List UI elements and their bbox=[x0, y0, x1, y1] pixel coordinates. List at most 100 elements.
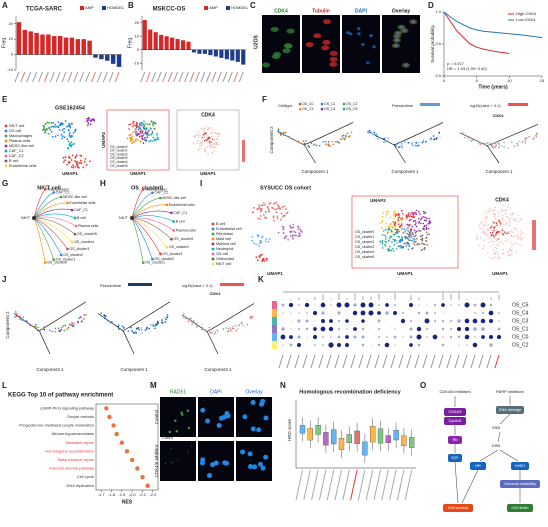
umap-point bbox=[146, 123, 149, 126]
expression-dot bbox=[410, 312, 412, 314]
node-box bbox=[444, 417, 466, 425]
umap-point bbox=[514, 242, 517, 244]
umap-point bbox=[57, 121, 60, 123]
category-label-placeholder bbox=[311, 469, 319, 501]
expression-dot bbox=[417, 343, 421, 347]
umap-point bbox=[509, 217, 511, 220]
category-label: Cell cycle bbox=[77, 474, 95, 479]
umap-point bbox=[265, 238, 268, 241]
cell-point bbox=[383, 141, 385, 144]
cell-point bbox=[249, 317, 252, 320]
edge bbox=[131, 215, 174, 222]
legend-title: log10(value + 0.1) bbox=[470, 104, 501, 108]
expression-dot bbox=[377, 311, 381, 315]
umap-point bbox=[415, 234, 417, 237]
cell-point bbox=[201, 323, 203, 326]
umap-point bbox=[217, 135, 219, 138]
umap-point bbox=[193, 135, 196, 137]
umap-point bbox=[406, 242, 409, 245]
umap-point bbox=[257, 235, 259, 238]
umap-point bbox=[414, 223, 417, 226]
umap-point bbox=[258, 204, 261, 206]
cell-point bbox=[387, 137, 390, 140]
umap-point bbox=[129, 137, 131, 140]
umap-point bbox=[141, 137, 143, 140]
cell-point bbox=[433, 138, 436, 140]
umap-point bbox=[395, 214, 398, 216]
umap-point bbox=[522, 232, 524, 234]
row-label: U2OS bbox=[253, 35, 259, 49]
cell-point bbox=[240, 322, 243, 325]
umap-point bbox=[44, 122, 47, 125]
legend-label: OS_C1 bbox=[324, 102, 336, 106]
cell-point bbox=[367, 132, 369, 134]
node bbox=[165, 245, 169, 249]
expression-dot bbox=[432, 334, 438, 340]
cell-point bbox=[349, 135, 351, 137]
node-label: Cell survival bbox=[448, 506, 469, 510]
cell bbox=[262, 62, 271, 68]
box bbox=[370, 426, 376, 443]
umap-point bbox=[62, 156, 65, 159]
umap-point bbox=[493, 215, 495, 218]
cell-point bbox=[513, 145, 516, 148]
expression-dot bbox=[298, 312, 300, 314]
arrow bbox=[461, 469, 479, 504]
box bbox=[362, 441, 368, 456]
arrow bbox=[499, 449, 519, 462]
node-label: OS_cluster3 bbox=[69, 247, 89, 251]
channel-label: DAPI bbox=[355, 8, 368, 14]
expression-dot bbox=[464, 326, 470, 332]
umap-point bbox=[294, 234, 297, 237]
umap-point bbox=[139, 132, 142, 134]
umap-point bbox=[259, 254, 262, 257]
umap-point bbox=[410, 228, 413, 231]
umap-point bbox=[482, 211, 485, 214]
cell-point bbox=[42, 327, 45, 329]
umap-point bbox=[476, 238, 478, 241]
cell bbox=[313, 33, 322, 39]
expression-dot bbox=[418, 320, 420, 322]
cell-point bbox=[60, 328, 63, 331]
panel-title: Homologous recombination deficiency bbox=[299, 389, 401, 395]
drug-label: CDK4/6 inhibitors bbox=[439, 389, 470, 394]
umap-point bbox=[291, 234, 294, 237]
bar bbox=[224, 49, 229, 60]
category-label-placeholder bbox=[303, 469, 311, 501]
expression-dot bbox=[434, 312, 436, 314]
umap-point bbox=[514, 235, 517, 237]
cell-point bbox=[432, 138, 435, 141]
umap-point bbox=[211, 146, 213, 149]
cell-point bbox=[36, 329, 39, 332]
umap-point bbox=[205, 125, 207, 128]
box bbox=[331, 429, 337, 445]
umap-point bbox=[69, 124, 71, 127]
cell-point bbox=[318, 144, 321, 147]
cell-point bbox=[282, 132, 284, 135]
cell-point bbox=[184, 316, 186, 319]
umap-point bbox=[386, 212, 388, 215]
umap-point bbox=[260, 208, 263, 210]
umap-point bbox=[494, 214, 497, 216]
cell-point bbox=[29, 324, 32, 326]
umap-point bbox=[134, 131, 136, 133]
y-tick-label: 1.0 bbox=[435, 9, 441, 14]
gene-label-placeholder bbox=[286, 354, 292, 369]
umap-point bbox=[211, 143, 213, 146]
expression-dot bbox=[322, 344, 324, 346]
umap-point bbox=[128, 128, 130, 130]
dot bbox=[114, 431, 119, 437]
umap-point bbox=[152, 136, 154, 139]
umap-point bbox=[389, 223, 392, 226]
cell-point bbox=[121, 325, 124, 328]
nucleus bbox=[181, 413, 184, 416]
nucleus bbox=[256, 427, 262, 433]
node-box bbox=[448, 454, 462, 462]
cluster-label: OS_cluster5 bbox=[110, 164, 128, 168]
umap-point bbox=[407, 230, 410, 232]
expression-dot bbox=[441, 319, 445, 323]
umap-point bbox=[46, 121, 49, 124]
expression-dot bbox=[353, 335, 357, 339]
umap-point bbox=[492, 234, 494, 236]
expression-dot bbox=[409, 335, 413, 339]
